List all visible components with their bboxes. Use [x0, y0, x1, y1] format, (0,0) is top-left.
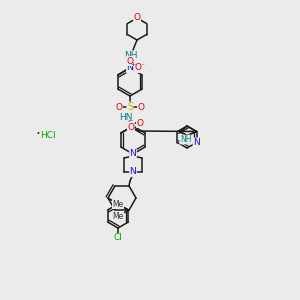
Text: Cl: Cl: [114, 233, 122, 242]
Text: HCl: HCl: [40, 130, 56, 140]
Text: NH: NH: [180, 135, 191, 144]
Text: O: O: [128, 122, 134, 131]
Text: +: +: [130, 61, 136, 67]
Text: N: N: [127, 64, 133, 73]
Text: N: N: [130, 149, 136, 158]
Text: Me: Me: [112, 212, 124, 220]
Text: N: N: [130, 167, 136, 176]
Text: ·: ·: [36, 128, 40, 142]
Text: ⁻: ⁻: [141, 61, 145, 70]
Text: N: N: [193, 138, 200, 147]
Text: NH: NH: [124, 52, 138, 61]
Text: S: S: [127, 102, 133, 112]
Text: Me: Me: [112, 200, 124, 208]
Text: O: O: [134, 64, 141, 73]
Text: O: O: [134, 13, 140, 22]
Text: O: O: [116, 103, 122, 112]
Text: O: O: [137, 103, 145, 112]
Text: O: O: [136, 118, 143, 127]
Text: O: O: [126, 56, 134, 65]
Text: HN: HN: [119, 112, 133, 122]
Text: C: C: [128, 120, 132, 126]
